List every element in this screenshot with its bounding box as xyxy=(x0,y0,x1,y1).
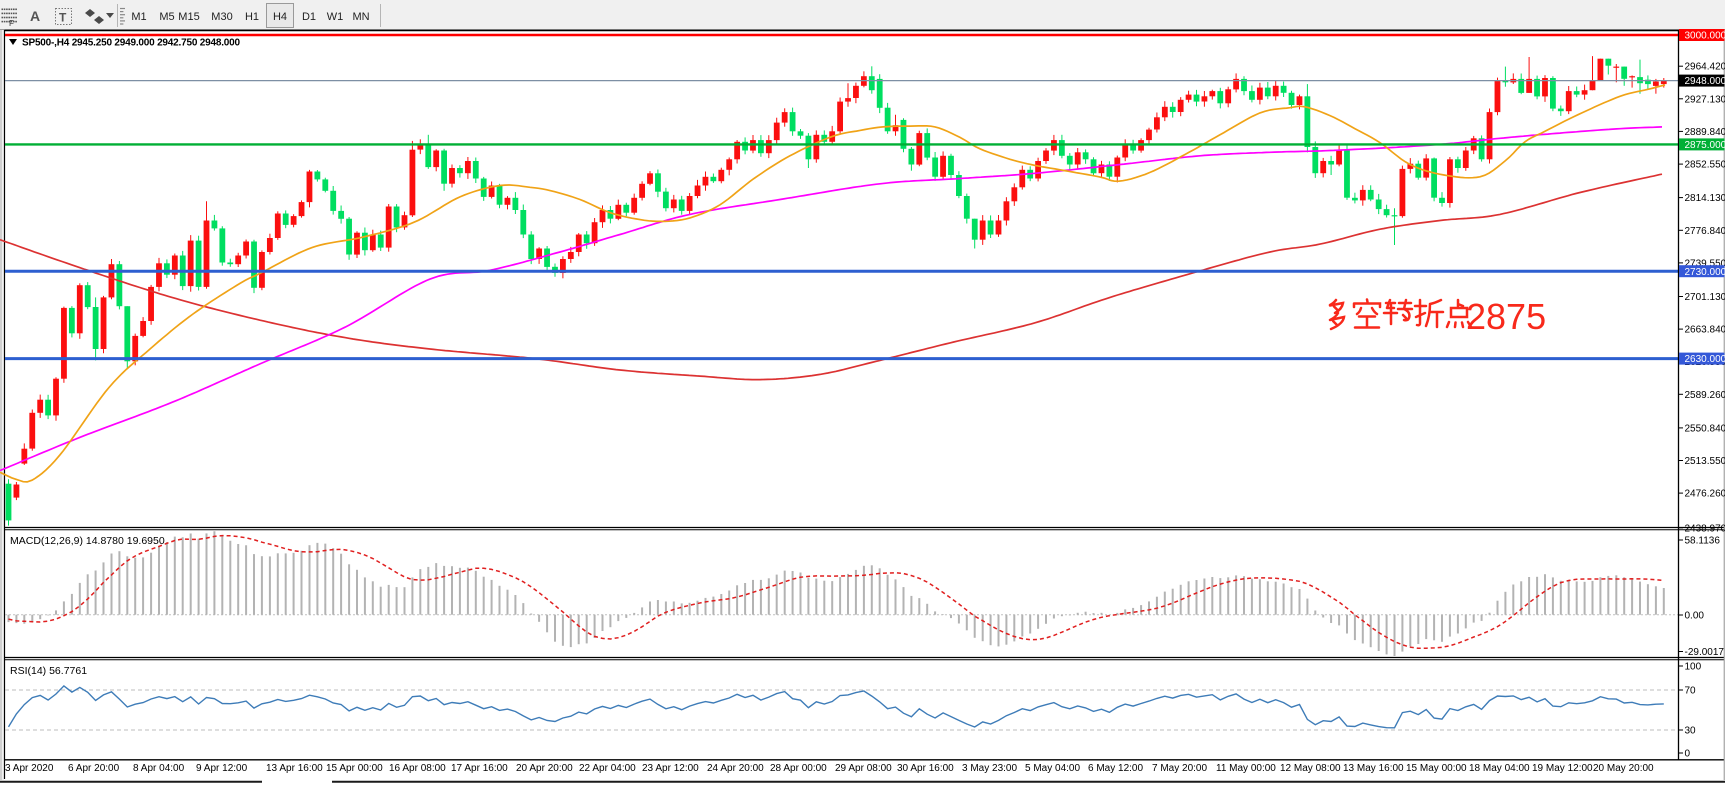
svg-text:22 Apr 04:00: 22 Apr 04:00 xyxy=(579,763,636,774)
svg-text:28 Apr 00:00: 28 Apr 00:00 xyxy=(770,763,827,774)
svg-text:15 May 00:00: 15 May 00:00 xyxy=(1406,763,1467,774)
svg-text:W1: W1 xyxy=(327,11,344,23)
svg-text:3000.000: 3000.000 xyxy=(1685,31,1725,42)
svg-text:RSI(14) 56.7761: RSI(14) 56.7761 xyxy=(10,665,87,677)
svg-text:2776.840: 2776.840 xyxy=(1685,226,1725,237)
svg-text:2550.840: 2550.840 xyxy=(1685,423,1725,434)
svg-text:2948.000: 2948.000 xyxy=(1685,76,1725,87)
svg-text:7 May 20:00: 7 May 20:00 xyxy=(1152,763,1207,774)
svg-text:19 May 12:00: 19 May 12:00 xyxy=(1532,763,1593,774)
svg-text:0: 0 xyxy=(1685,749,1691,760)
svg-text:2663.840: 2663.840 xyxy=(1685,325,1725,336)
svg-text:30 Apr 16:00: 30 Apr 16:00 xyxy=(897,763,954,774)
svg-text:6 May 12:00: 6 May 12:00 xyxy=(1088,763,1143,774)
svg-text:2630.000: 2630.000 xyxy=(1685,354,1725,365)
svg-text:M15: M15 xyxy=(178,11,199,23)
svg-text:SP500-,H4 2945.250 2949.000 2: SP500-,H4 2945.250 2949.000 2942.750 294… xyxy=(22,38,241,49)
svg-text:H1: H1 xyxy=(245,11,259,23)
svg-text:MACD(12,26,9) 14.8780 19.6950: MACD(12,26,9) 14.8780 19.6950 xyxy=(10,535,165,547)
svg-text:2476.260: 2476.260 xyxy=(1685,489,1725,500)
svg-text:29 Apr 08:00: 29 Apr 08:00 xyxy=(835,763,892,774)
svg-text:2875: 2875 xyxy=(1466,296,1546,337)
svg-text:F: F xyxy=(9,19,14,28)
svg-text:0.00: 0.00 xyxy=(1685,611,1705,622)
svg-text:70: 70 xyxy=(1685,686,1697,697)
svg-text:A: A xyxy=(30,8,40,24)
svg-text:20 May 20:00: 20 May 20:00 xyxy=(1593,763,1654,774)
svg-text:6 Apr 20:00: 6 Apr 20:00 xyxy=(68,763,120,774)
svg-text:18 May 04:00: 18 May 04:00 xyxy=(1469,763,1530,774)
svg-text:23 Apr 12:00: 23 Apr 12:00 xyxy=(642,763,699,774)
svg-text:H4: H4 xyxy=(273,11,287,23)
svg-text:2730.000: 2730.000 xyxy=(1685,267,1725,278)
svg-text:11 May 00:00: 11 May 00:00 xyxy=(1216,763,1276,774)
svg-text:17 Apr 16:00: 17 Apr 16:00 xyxy=(451,763,508,774)
svg-text:12 May 08:00: 12 May 08:00 xyxy=(1280,763,1341,774)
svg-text:8 Apr 04:00: 8 Apr 04:00 xyxy=(133,763,185,774)
svg-text:2964.420: 2964.420 xyxy=(1685,62,1725,73)
svg-text:5 May 04:00: 5 May 04:00 xyxy=(1025,763,1080,774)
svg-text:M5: M5 xyxy=(159,11,174,23)
svg-text:24 Apr 20:00: 24 Apr 20:00 xyxy=(707,763,764,774)
svg-text:-29.0017: -29.0017 xyxy=(1685,647,1725,658)
svg-text:3 Apr 2020: 3 Apr 2020 xyxy=(5,763,54,774)
svg-text:2589.260: 2589.260 xyxy=(1685,390,1725,401)
svg-text:2852.550: 2852.550 xyxy=(1685,160,1725,171)
svg-text:MN: MN xyxy=(352,11,369,23)
svg-text:58.1136: 58.1136 xyxy=(1685,536,1721,547)
svg-text:2701.130: 2701.130 xyxy=(1685,292,1725,303)
svg-text:20 Apr 20:00: 20 Apr 20:00 xyxy=(516,763,573,774)
svg-text:T: T xyxy=(59,11,67,25)
svg-text:M30: M30 xyxy=(211,11,232,23)
svg-text:D1: D1 xyxy=(302,11,316,23)
svg-text:9 Apr 12:00: 9 Apr 12:00 xyxy=(196,763,248,774)
svg-text:13 May 16:00: 13 May 16:00 xyxy=(1343,763,1404,774)
svg-text:16 Apr 08:00: 16 Apr 08:00 xyxy=(389,763,446,774)
svg-text:3 May 23:00: 3 May 23:00 xyxy=(962,763,1017,774)
svg-text:2875.000: 2875.000 xyxy=(1685,140,1725,151)
svg-text:2739.550: 2739.550 xyxy=(1685,258,1725,269)
svg-text:2438.970: 2438.970 xyxy=(1685,523,1725,534)
svg-text:15 Apr 00:00: 15 Apr 00:00 xyxy=(326,763,383,774)
svg-text:2927.130: 2927.130 xyxy=(1685,94,1725,105)
svg-text:100: 100 xyxy=(1685,662,1702,673)
svg-text:13 Apr 16:00: 13 Apr 16:00 xyxy=(266,763,323,774)
svg-text:2814.130: 2814.130 xyxy=(1685,193,1725,204)
svg-text:M1: M1 xyxy=(131,11,146,23)
svg-text:30: 30 xyxy=(1685,726,1697,737)
svg-text:2513.550: 2513.550 xyxy=(1685,456,1725,467)
svg-text:2889.840: 2889.840 xyxy=(1685,127,1725,138)
